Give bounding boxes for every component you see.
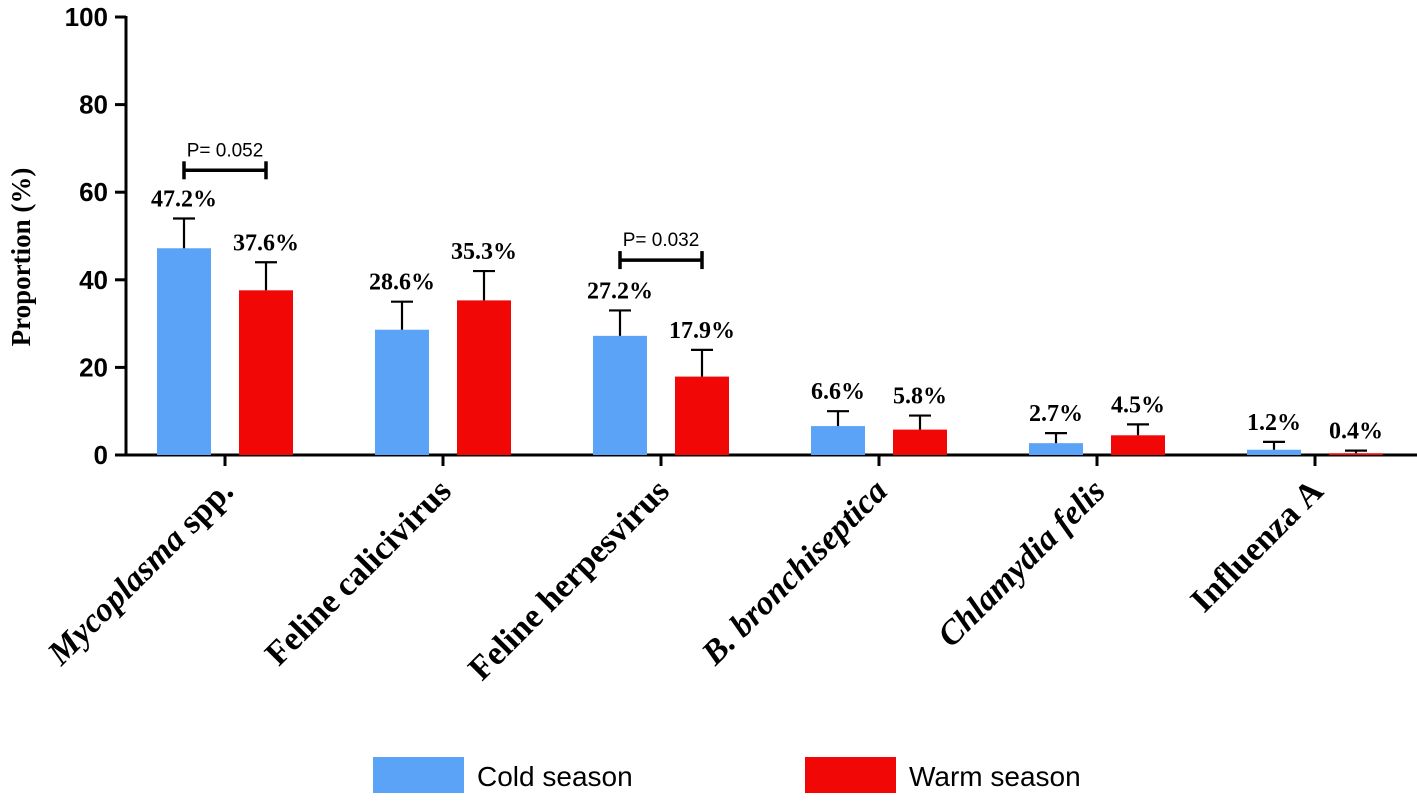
bar [1111, 435, 1165, 455]
y-tick-label: 100 [65, 2, 108, 32]
y-tick-label: 60 [79, 177, 108, 207]
x-axis [126, 453, 1417, 466]
category-label: B. bronchiseptica [694, 472, 895, 673]
y-tick-label: 80 [79, 90, 108, 120]
y-tick-label: 40 [79, 265, 108, 295]
bar [1329, 453, 1383, 455]
category-label-part: Feline herpesvirus [462, 472, 677, 687]
bar [157, 248, 211, 455]
bar [593, 335, 647, 455]
data-label: 1.2% [1247, 410, 1301, 436]
bar [675, 376, 729, 455]
category-label-part: B. bronchiseptica [694, 472, 895, 673]
data-labels: 47.2% 28.6% 27.2% 6.6% 2.7% 1.2% 37.6% 35.3% 17.… [151, 186, 1383, 444]
data-label: 0.4% [1329, 419, 1383, 445]
category-label: Chlamydia felis [931, 472, 1113, 654]
y-axis: 0 20 40 60 80 100 [65, 2, 128, 470]
category-label: Feline herpesvirus [462, 472, 677, 687]
category-label-part: Chlamydia felis [931, 472, 1113, 654]
y-axis-title: Proportion (%) [6, 168, 36, 347]
y-tick-label: 0 [94, 440, 108, 470]
data-label: 5.8% [893, 384, 947, 410]
legend: Cold season Warm season [373, 757, 1081, 793]
data-label: 27.2% [587, 278, 653, 304]
legend-label: Warm season [909, 761, 1081, 792]
category-label-part: Influenza A [1184, 472, 1331, 619]
data-label: 28.6% [369, 270, 435, 296]
significance-annotations: P= 0.052 P= 0.032 [182, 140, 704, 270]
legend-swatch [805, 757, 896, 793]
bars [157, 248, 1383, 455]
bar [1247, 449, 1301, 455]
p-value-label: P= 0.052 [187, 140, 264, 161]
data-label: 4.5% [1111, 392, 1165, 418]
legend-label: Cold season [477, 761, 633, 792]
data-label: 17.9% [669, 318, 735, 344]
data-label: 47.2% [151, 186, 217, 212]
bar [811, 426, 865, 455]
y-tick-label: 20 [79, 352, 108, 382]
category-label: Mycoplasma spp. [40, 472, 241, 673]
error-bars [173, 217, 1367, 454]
data-label: 6.6% [811, 379, 865, 405]
category-labels: Mycoplasma spp. Feline calicivirus Feline … [40, 472, 1331, 687]
bar [893, 429, 947, 455]
category-label-part: Mycoplasma [40, 521, 192, 673]
data-label: 2.7% [1029, 401, 1083, 427]
data-label: 37.6% [233, 230, 299, 256]
category-label-part: Feline calicivirus [258, 472, 458, 672]
bar [375, 329, 429, 455]
bar [457, 300, 511, 455]
bar [1029, 443, 1083, 455]
category-label: Influenza A [1184, 472, 1331, 619]
p-value-label: P= 0.032 [623, 230, 700, 251]
bar [239, 290, 293, 455]
data-label: 35.3% [451, 239, 517, 265]
legend-swatch [373, 757, 464, 793]
category-label: Feline calicivirus [258, 472, 458, 672]
